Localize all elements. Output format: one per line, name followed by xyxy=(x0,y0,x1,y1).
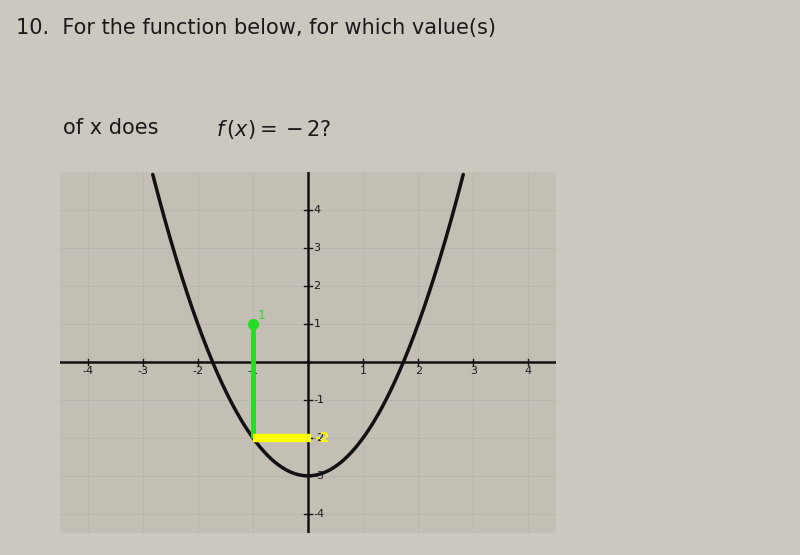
Text: 1: 1 xyxy=(360,366,366,376)
Text: 10.  For the function below, for which value(s): 10. For the function below, for which va… xyxy=(16,18,496,38)
Text: -1: -1 xyxy=(247,366,258,376)
Text: 3: 3 xyxy=(314,243,321,253)
Text: -4: -4 xyxy=(82,366,93,376)
Text: -1: -1 xyxy=(314,395,325,405)
Text: 1: 1 xyxy=(258,309,265,322)
Text: 3: 3 xyxy=(470,366,477,376)
Text: of x does: of x does xyxy=(63,118,165,138)
Text: -2: -2 xyxy=(314,431,330,445)
Text: -4: -4 xyxy=(314,509,325,519)
Text: 2: 2 xyxy=(314,281,321,291)
Text: -2: -2 xyxy=(192,366,203,376)
Text: 1: 1 xyxy=(314,319,321,329)
Text: 2: 2 xyxy=(414,366,422,376)
Text: 4: 4 xyxy=(314,205,321,215)
Text: $f\,(x) = -2$?: $f\,(x) = -2$? xyxy=(216,118,331,141)
Text: -3: -3 xyxy=(314,471,325,481)
Text: -3: -3 xyxy=(137,366,148,376)
Text: -2: -2 xyxy=(314,433,325,443)
Text: 4: 4 xyxy=(525,366,532,376)
